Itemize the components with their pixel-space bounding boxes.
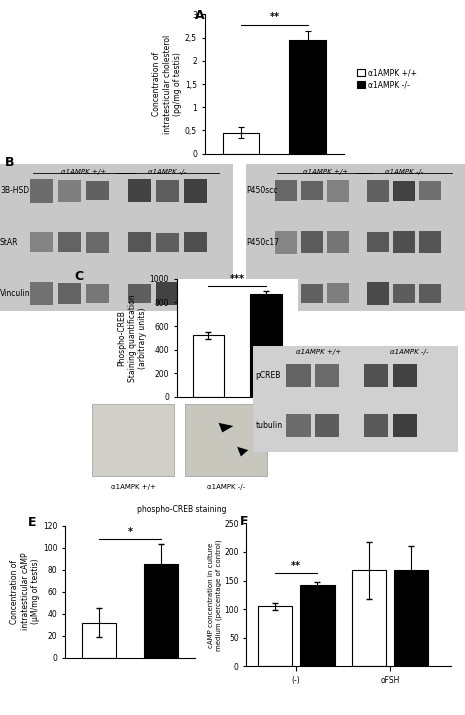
- Y-axis label: Phospho-CREB
Staining quantification
(arbitrary units): Phospho-CREB Staining quantification (ar…: [117, 294, 147, 382]
- Legend: α1AMPK +/+, α1AMPK -/-: α1AMPK +/+, α1AMPK -/-: [357, 68, 417, 89]
- Bar: [352, 571, 385, 666]
- Text: ***: ***: [230, 275, 245, 285]
- FancyBboxPatch shape: [184, 179, 207, 202]
- Bar: [289, 40, 326, 154]
- Polygon shape: [219, 423, 233, 433]
- Text: D: D: [249, 336, 259, 349]
- FancyBboxPatch shape: [364, 414, 388, 437]
- Text: α1AMPK +/+: α1AMPK +/+: [296, 349, 341, 355]
- FancyBboxPatch shape: [419, 182, 441, 200]
- Text: tubulin: tubulin: [255, 421, 283, 430]
- Text: E: E: [28, 516, 36, 529]
- FancyBboxPatch shape: [58, 232, 81, 252]
- Text: Vinculin: Vinculin: [0, 289, 31, 298]
- FancyBboxPatch shape: [393, 232, 415, 253]
- FancyBboxPatch shape: [156, 232, 179, 252]
- Text: C: C: [74, 270, 84, 283]
- Text: B: B: [5, 156, 14, 169]
- Bar: [394, 571, 428, 666]
- Y-axis label: cAMP concentration in culture
medium (percentage of control): cAMP concentration in culture medium (pe…: [208, 539, 221, 651]
- FancyBboxPatch shape: [393, 284, 415, 303]
- FancyBboxPatch shape: [366, 282, 388, 305]
- Bar: [193, 335, 224, 397]
- Bar: [144, 564, 178, 658]
- FancyBboxPatch shape: [128, 232, 151, 252]
- Text: P450c17: P450c17: [246, 237, 279, 247]
- FancyBboxPatch shape: [92, 405, 174, 476]
- Text: pCREB: pCREB: [255, 371, 281, 380]
- FancyBboxPatch shape: [327, 283, 349, 303]
- FancyBboxPatch shape: [366, 232, 388, 252]
- FancyBboxPatch shape: [30, 282, 53, 305]
- FancyBboxPatch shape: [286, 414, 311, 437]
- FancyBboxPatch shape: [286, 364, 311, 388]
- Text: phospho-CREB staining: phospho-CREB staining: [137, 505, 226, 513]
- FancyBboxPatch shape: [0, 164, 232, 311]
- Text: Vinculin: Vinculin: [246, 289, 277, 298]
- FancyBboxPatch shape: [315, 414, 339, 437]
- FancyBboxPatch shape: [184, 282, 207, 305]
- FancyBboxPatch shape: [253, 346, 458, 452]
- FancyBboxPatch shape: [327, 232, 349, 253]
- Bar: [258, 606, 292, 666]
- FancyBboxPatch shape: [315, 364, 339, 388]
- Bar: [223, 133, 259, 154]
- Text: α1AMPK +/+: α1AMPK +/+: [61, 169, 106, 175]
- Text: StAR: StAR: [0, 237, 19, 247]
- Text: F: F: [239, 515, 248, 528]
- Text: **: **: [291, 561, 301, 571]
- FancyBboxPatch shape: [128, 284, 151, 303]
- FancyBboxPatch shape: [86, 284, 109, 302]
- FancyBboxPatch shape: [419, 231, 441, 253]
- Text: **: **: [269, 12, 279, 22]
- FancyBboxPatch shape: [184, 232, 207, 252]
- FancyBboxPatch shape: [301, 231, 323, 253]
- Text: A: A: [195, 9, 205, 21]
- Bar: [250, 294, 282, 397]
- FancyBboxPatch shape: [156, 179, 179, 202]
- FancyBboxPatch shape: [86, 232, 109, 253]
- FancyBboxPatch shape: [366, 180, 388, 202]
- FancyBboxPatch shape: [275, 284, 297, 303]
- FancyBboxPatch shape: [86, 181, 109, 200]
- FancyBboxPatch shape: [364, 364, 388, 388]
- Polygon shape: [237, 447, 248, 456]
- FancyBboxPatch shape: [30, 232, 53, 252]
- Bar: [82, 623, 116, 658]
- Text: α1AMPK -/-: α1AMPK -/-: [385, 169, 423, 175]
- FancyBboxPatch shape: [30, 179, 53, 202]
- FancyBboxPatch shape: [392, 364, 417, 388]
- FancyBboxPatch shape: [275, 230, 297, 254]
- Text: P450scc: P450scc: [246, 187, 278, 195]
- Text: α1AMPK +/+: α1AMPK +/+: [111, 485, 155, 490]
- FancyBboxPatch shape: [185, 405, 267, 476]
- Text: α1AMPK -/-: α1AMPK -/-: [390, 349, 428, 355]
- Text: 3B-HSD: 3B-HSD: [0, 187, 29, 195]
- FancyBboxPatch shape: [301, 284, 323, 303]
- Y-axis label: Concentration of
intratesticular cholesterol
(pg/mg of testis): Concentration of intratesticular cholest…: [152, 34, 182, 134]
- FancyBboxPatch shape: [58, 180, 81, 202]
- FancyBboxPatch shape: [156, 282, 179, 305]
- FancyBboxPatch shape: [301, 182, 323, 200]
- FancyBboxPatch shape: [246, 164, 465, 311]
- FancyBboxPatch shape: [393, 181, 415, 201]
- FancyBboxPatch shape: [327, 180, 349, 202]
- FancyBboxPatch shape: [275, 180, 297, 202]
- Bar: [300, 585, 334, 666]
- Text: α1AMPK -/-: α1AMPK -/-: [148, 169, 186, 175]
- Text: *: *: [128, 526, 133, 536]
- FancyBboxPatch shape: [419, 284, 441, 303]
- FancyBboxPatch shape: [392, 414, 417, 437]
- FancyBboxPatch shape: [128, 179, 151, 202]
- FancyBboxPatch shape: [58, 283, 81, 304]
- Text: α1AMPK +/+: α1AMPK +/+: [303, 169, 348, 175]
- Text: α1AMPK -/-: α1AMPK -/-: [207, 485, 245, 490]
- Y-axis label: Concentration of
intratesticular cAMP
(μM/mg of testis): Concentration of intratesticular cAMP (μ…: [10, 553, 40, 631]
